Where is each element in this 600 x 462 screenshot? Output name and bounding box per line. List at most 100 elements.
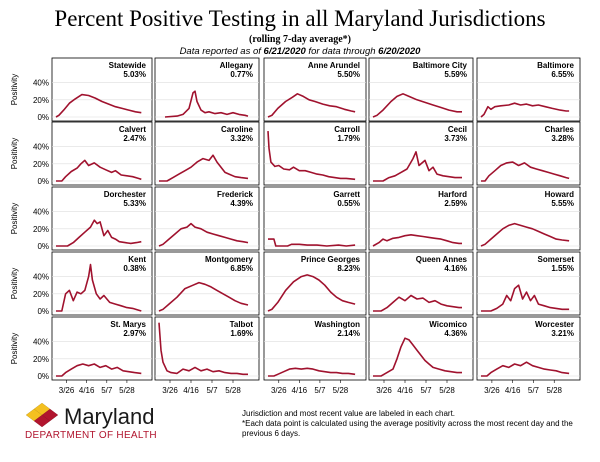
- series-line-garrett: [268, 238, 356, 247]
- series-line-wicomico: [373, 337, 462, 377]
- maryland-flag-logo-icon: [26, 403, 58, 427]
- panel-frame-wicomico: [368, 316, 474, 381]
- x-tick-label: 4/16: [183, 386, 199, 395]
- panel-title-wicomico: Wicomico: [429, 320, 467, 329]
- panel-latest-garrett: 0.55%: [337, 199, 360, 208]
- panel-title-kent: Kent: [128, 255, 146, 264]
- x-tick-label: 3/26: [162, 386, 178, 395]
- panel-frame-charles: [476, 121, 581, 186]
- x-tick-label: 3/26: [59, 386, 75, 395]
- series-line-cecil: [373, 151, 462, 182]
- panel-latest-anne-arundel: 5.50%: [337, 70, 360, 79]
- panel-title-anne-arundel: Anne Arundel: [308, 61, 360, 70]
- panel-title-carroll: Carroll: [334, 125, 360, 134]
- footnote-line-1: Jurisdiction and most recent value are l…: [242, 409, 456, 418]
- series-line-kent: [56, 263, 142, 312]
- panel-latest-baltimore-city: 5.59%: [444, 70, 467, 79]
- y-tick-label: 20%: [33, 225, 49, 234]
- series-line-allegany: [164, 90, 249, 118]
- maryland-wordmark: Maryland: [64, 404, 155, 429]
- y-tick-label: 20%: [33, 355, 49, 364]
- series-line-caroline: [159, 154, 249, 182]
- page-title: Percent Positive Testing in all Maryland…: [54, 6, 546, 31]
- panel-latest-prince-georges: 8.23%: [337, 264, 360, 273]
- panel-latest-kent: 0.38%: [123, 264, 146, 273]
- x-tick-label: 5/7: [314, 386, 326, 395]
- panel-frame-garrett: [263, 186, 367, 251]
- series-line-frederick: [158, 222, 249, 247]
- panel-latest-worcester: 3.21%: [551, 329, 574, 338]
- panel-frame-carroll: [263, 121, 367, 186]
- panel-latest-frederick: 4.39%: [230, 199, 253, 208]
- series-line-baltimore-city: [372, 93, 462, 118]
- x-tick-label: 3/26: [271, 386, 287, 395]
- panel-title-caroline: Caroline: [221, 125, 254, 134]
- y-tick-label: 40%: [33, 79, 49, 88]
- panel-title-harford: Harford: [438, 190, 467, 199]
- panel-title-allegany: Allegany: [220, 61, 254, 70]
- panel-title-howard: Howard: [545, 190, 574, 199]
- panel-title-calvert: Calvert: [119, 125, 146, 134]
- footnote: Jurisdiction and most recent value are l…: [242, 409, 582, 439]
- panel-latest-montgomery: 6.85%: [230, 264, 253, 273]
- panel-latest-howard: 5.55%: [551, 199, 574, 208]
- panel-latest-calvert: 2.47%: [123, 134, 146, 143]
- y-axis-label: Positivity: [10, 74, 19, 106]
- panel-latest-statewide: 5.03%: [123, 70, 146, 79]
- x-tick-label: 4/16: [292, 386, 308, 395]
- y-tick-label: 40%: [33, 273, 49, 282]
- series-line-charles: [481, 161, 570, 182]
- panel-title-prince-georges: Prince Georges: [301, 255, 361, 264]
- panel-title-baltimore: Baltimore: [537, 61, 574, 70]
- y-tick-label: 20%: [33, 96, 49, 105]
- series-line-worcester: [481, 361, 570, 377]
- panel-latest-cecil: 3.73%: [444, 134, 467, 143]
- y-tick-label: 0%: [37, 177, 49, 186]
- panel-title-frederick: Frederick: [217, 190, 254, 199]
- series-line-washington: [268, 367, 356, 377]
- panel-frame-frederick: [154, 186, 260, 251]
- reported-line: Data reported as of 6/21/2020 for data t…: [0, 46, 600, 57]
- through-date: 6/20/2020: [378, 46, 421, 57]
- y-tick-label: 0%: [37, 307, 49, 316]
- panel-latest-st-marys: 2.97%: [123, 329, 146, 338]
- panel-frame-worcester: [476, 316, 581, 381]
- panel-latest-allegany: 0.77%: [230, 70, 253, 79]
- panel-latest-caroline: 3.32%: [230, 134, 253, 143]
- panel-title-talbot: Talbot: [230, 320, 254, 329]
- y-tick-label: 40%: [33, 143, 49, 152]
- y-axis-label: Positivity: [10, 203, 19, 235]
- series-line-carroll: [267, 131, 356, 181]
- panel-frame-st-marys: [51, 316, 153, 381]
- panel-title-dorchester: Dorchester: [104, 190, 146, 199]
- reported-date: 6/21/2020: [263, 46, 306, 57]
- reported-middle: for data through: [305, 46, 379, 57]
- panel-frame-queen-annes: [368, 251, 474, 316]
- panel-frame-allegany: [154, 57, 260, 122]
- series-line-talbot: [158, 322, 248, 376]
- x-tick-label: 5/7: [206, 386, 218, 395]
- series-line-baltimore: [480, 102, 570, 118]
- panel-frame-dorchester: [51, 186, 153, 251]
- panel-latest-carroll: 1.79%: [337, 134, 360, 143]
- panel-frame-statewide: [51, 57, 153, 122]
- series-line-somerset: [481, 284, 570, 312]
- x-tick-label: 5/28: [439, 386, 455, 395]
- panel-title-baltimore-city: Baltimore City: [413, 61, 468, 70]
- series-line-st-marys: [56, 363, 142, 377]
- panel-frame-harford: [368, 186, 474, 251]
- x-tick-label: 5/28: [546, 386, 562, 395]
- panel-latest-dorchester: 5.33%: [123, 199, 146, 208]
- y-tick-label: 0%: [37, 113, 49, 122]
- panel-latest-somerset: 1.55%: [551, 264, 574, 273]
- series-line-harford: [372, 234, 462, 247]
- series-line-anne-arundel: [267, 93, 356, 118]
- series-line-dorchester: [56, 219, 142, 247]
- panel-latest-washington: 2.14%: [337, 329, 360, 338]
- panel-frame-cecil: [368, 121, 474, 186]
- panel-latest-talbot: 1.69%: [230, 329, 253, 338]
- y-tick-label: 40%: [33, 338, 49, 347]
- department-name: DEPARTMENT OF HEALTH: [25, 430, 157, 441]
- footnote-line-2: *Each data point is calculated using the…: [242, 419, 573, 438]
- panel-latest-charles: 3.28%: [551, 134, 574, 143]
